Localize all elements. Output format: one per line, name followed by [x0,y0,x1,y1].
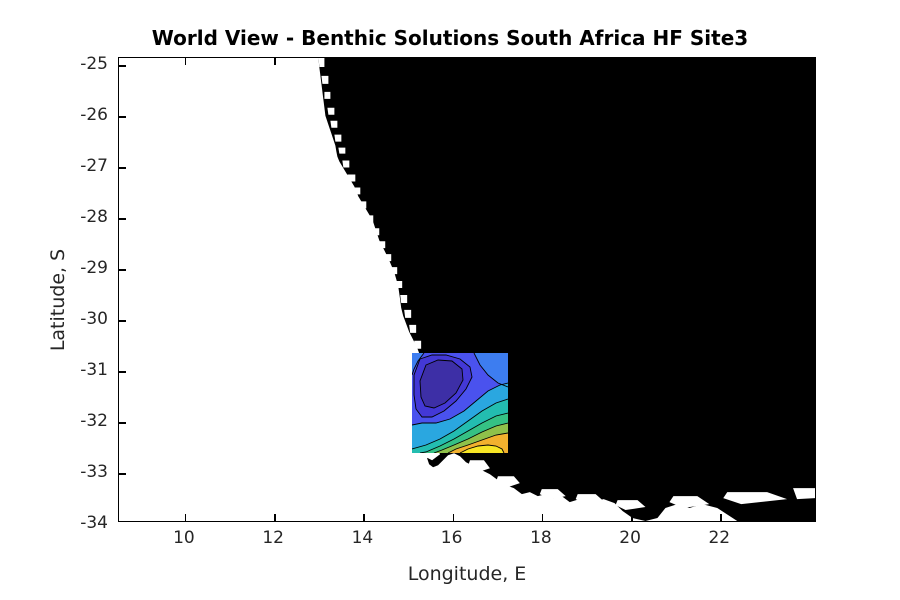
x-tick-18 [541,514,544,521]
x-tick-top-16 [452,58,455,65]
y-tick-label-m31: -31 [80,360,108,380]
y-tick-m31 [119,371,126,373]
x-tick-label-20: 20 [619,528,641,548]
page-title: World View - Benthic Solutions South Afr… [151,26,749,50]
x-tick-20 [631,514,633,521]
x-tick-label-12: 12 [262,528,285,548]
x-tick-22 [720,514,722,521]
y-tick-right-m33 [808,473,815,475]
y-tick-label-m29: -29 [80,258,108,278]
y-tick-right-m26 [808,116,815,118]
y-tick-m27 [119,167,126,169]
y-tick-label-m28: -28 [80,207,108,227]
x-tick-10 [184,514,187,521]
y-tick-label-m26: -26 [80,105,108,125]
contour-band-teal [412,399,508,453]
contour-line-1 [413,354,473,418]
contour-line-5 [412,382,508,426]
y-tick-label-m33: -33 [80,462,108,482]
y-tick-right-m29 [808,269,815,271]
contour-inset[interactable] [412,353,508,453]
y-tick-m33 [119,473,126,475]
coastline-notches [318,58,443,425]
y-tick-label-m30: -30 [80,309,108,329]
map-axes[interactable] [118,57,816,522]
x-tick-label-14: 14 [351,528,374,548]
x-tick-top-18 [541,58,544,65]
contour-inset-svg [412,353,508,453]
y-tick-m32 [119,422,126,424]
y-tick-m28 [119,218,126,220]
contour-line-10 [459,444,505,453]
x-axis-label: Longitude, E [407,563,527,585]
y-tick-label-m25: -25 [80,54,108,74]
y-tick-m30 [119,320,126,322]
y-tick-label-m32: -32 [80,411,108,431]
contour-line-7 [419,412,508,453]
contour-line-2 [419,359,464,409]
x-tick-label-22: 22 [708,528,731,548]
x-tick-top-10 [184,58,187,65]
contour-band-green [420,413,508,453]
x-tick-label-16: 16 [440,528,463,548]
x-tick-label-10: 10 [173,528,195,548]
y-tick-label-m34: -34 [80,513,108,533]
x-tick-label-18: 18 [530,528,552,548]
y-tick-label-m27: -27 [80,156,108,176]
x-tick-top-20 [631,58,633,65]
x-tick-top-22 [720,58,722,65]
x-tick-14 [363,514,365,521]
y-tick-right-m30 [808,320,815,322]
y-tick-right-m27 [808,167,815,169]
x-tick-top-14 [363,58,365,65]
y-axis-label: Latitude, S [47,248,69,352]
x-tick-12 [274,514,276,521]
contour-lines [412,353,508,453]
contour-line-9 [447,432,508,453]
y-tick-m25 [119,65,126,67]
y-tick-right-m25 [808,65,815,67]
contour-band-cyan [412,383,508,449]
contour-band-blue-light [412,353,424,375]
x-tick-16 [452,514,455,521]
contour-band-blue-right [474,353,508,387]
contour-line-4 [412,353,425,376]
contour-line-8 [433,422,508,453]
contour-band-yellow-core [460,445,504,453]
y-tick-m29 [119,269,126,271]
y-tick-right-m28 [808,218,815,220]
y-tick-right-m31 [808,371,815,373]
x-tick-top-12 [274,58,276,65]
y-tick-m26 [119,116,126,118]
contour-line-6 [412,398,508,450]
y-tick-right-m32 [808,422,815,424]
